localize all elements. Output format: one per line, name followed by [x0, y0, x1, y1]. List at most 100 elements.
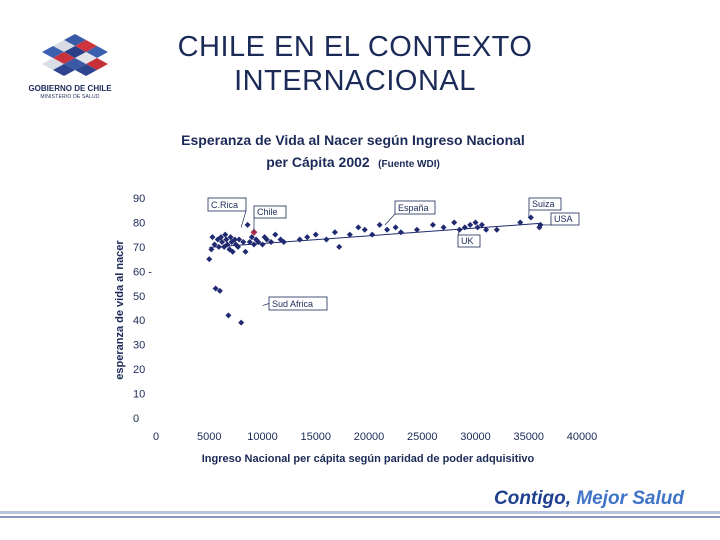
- data-point: [236, 236, 243, 243]
- data-point: [223, 236, 230, 243]
- annotation-box: [528, 197, 562, 211]
- data-point: [229, 248, 236, 255]
- data-point: [238, 319, 245, 326]
- annotation-leader: [384, 213, 396, 226]
- y-tick-label: 20: [133, 364, 145, 376]
- data-point: [493, 226, 500, 233]
- data-point: [242, 248, 249, 255]
- data-point: [336, 243, 343, 250]
- x-tick-labels: 0 5000 10000 15000 20000 25000 30000 35000 40000: [153, 431, 597, 443]
- y-tick-label: 70: [133, 242, 145, 254]
- data-point: [483, 226, 490, 233]
- data-point: [296, 236, 303, 243]
- annotation-leader: [240, 210, 247, 228]
- x-tick-label: 10000: [247, 431, 278, 443]
- data-point: [212, 285, 219, 292]
- y-tick-labels: 0 10 20 30 40 50 60 - 70 80 90: [133, 193, 152, 425]
- x-tick-label: 40000: [567, 431, 598, 443]
- data-point: [225, 312, 232, 319]
- data-point: [451, 219, 458, 226]
- x-tick-label: 20000: [354, 431, 385, 443]
- data-point: [250, 241, 257, 248]
- annotation-box: [253, 205, 287, 219]
- y-tick-label: 10: [133, 389, 145, 401]
- data-point: [392, 224, 399, 231]
- data-point: [461, 224, 468, 231]
- y-tick-label: 0: [133, 413, 139, 425]
- data-point: [304, 234, 311, 241]
- data-point: [231, 236, 238, 243]
- data-point: [474, 224, 481, 231]
- data-point: [227, 234, 234, 241]
- annotation-label: USA: [554, 214, 573, 224]
- annotation-leader: [457, 229, 460, 236]
- slogan-part1: Contigo,: [494, 488, 577, 509]
- data-point: [246, 239, 253, 245]
- y-axis-label: esperanza de vida al nacer: [114, 240, 126, 380]
- data-point: [429, 221, 436, 228]
- data-points: [206, 214, 544, 326]
- data-point: [219, 239, 226, 245]
- data-point: [268, 239, 275, 245]
- x-tick-label: 15000: [300, 431, 331, 443]
- x-tick-label: 35000: [513, 431, 544, 443]
- annotation-label: España: [398, 203, 429, 213]
- data-point: [255, 239, 262, 245]
- logo-cubes: [42, 34, 108, 76]
- data-point: [209, 234, 216, 241]
- x-tick-label: 0: [153, 431, 159, 443]
- footer-divider-top: [0, 511, 720, 514]
- slide-title-line2: INTERNACIONAL: [234, 65, 476, 97]
- annotations: C.Rica Chile España Suiza USA UK Sud Africa: [207, 197, 580, 311]
- data-point: [272, 231, 279, 238]
- annotation-label: Sud Africa: [272, 299, 313, 309]
- data-point: [244, 221, 251, 228]
- data-point: [331, 229, 338, 236]
- data-point: [472, 219, 479, 226]
- x-axis-label: Ingreso Nacional per cápita según parida…: [202, 453, 535, 465]
- data-point: [384, 226, 391, 233]
- data-point: [222, 231, 229, 238]
- footer-divider-bottom: [0, 516, 720, 518]
- data-point: [224, 241, 231, 248]
- data-point: [467, 221, 474, 228]
- data-point: [240, 239, 247, 245]
- y-tick-label: 30: [133, 340, 145, 352]
- slogan-part2: Mejor Salud: [576, 488, 684, 509]
- annotation-box: [394, 200, 436, 215]
- x-tick-label: 30000: [460, 431, 491, 443]
- data-point: [248, 234, 255, 241]
- annotation-label: UK: [461, 236, 474, 246]
- logo-line1: GOBIERNO DE CHILE: [28, 84, 112, 93]
- data-point: [478, 221, 485, 228]
- annotation-box: [457, 234, 481, 248]
- slide-title: CHILE EN EL CONTEXTO INTERNACIONAL: [130, 30, 580, 98]
- chart-title-main: per Cápita 2002: [266, 154, 370, 170]
- data-point: [361, 226, 368, 233]
- data-point: [323, 236, 330, 243]
- data-point: [527, 214, 534, 221]
- data-point: [355, 224, 362, 231]
- x-tick-label: 5000: [197, 431, 221, 443]
- data-point: [517, 219, 524, 226]
- y-tick-label: 80: [133, 217, 145, 229]
- data-point: [413, 226, 420, 233]
- x-tick-label: 25000: [407, 431, 438, 443]
- data-point: [215, 243, 222, 250]
- slide-title-line1: CHILE EN EL CONTEXTO: [177, 31, 533, 63]
- data-point: [280, 239, 287, 245]
- data-point: [259, 241, 266, 248]
- data-point: [346, 231, 353, 238]
- data-point: [216, 287, 223, 294]
- annotation-label: Suiza: [532, 199, 555, 209]
- gobierno-de-chile-logo: [42, 34, 108, 76]
- annotation-label: C.Rica: [211, 200, 238, 210]
- data-point: [217, 234, 224, 241]
- data-point: [312, 231, 319, 238]
- data-point: [376, 221, 383, 228]
- data-point: [263, 236, 270, 243]
- y-tick-label: 50: [133, 291, 145, 303]
- slogan: Contigo, Mejor Salud: [494, 488, 684, 510]
- annotation-box: [550, 212, 580, 226]
